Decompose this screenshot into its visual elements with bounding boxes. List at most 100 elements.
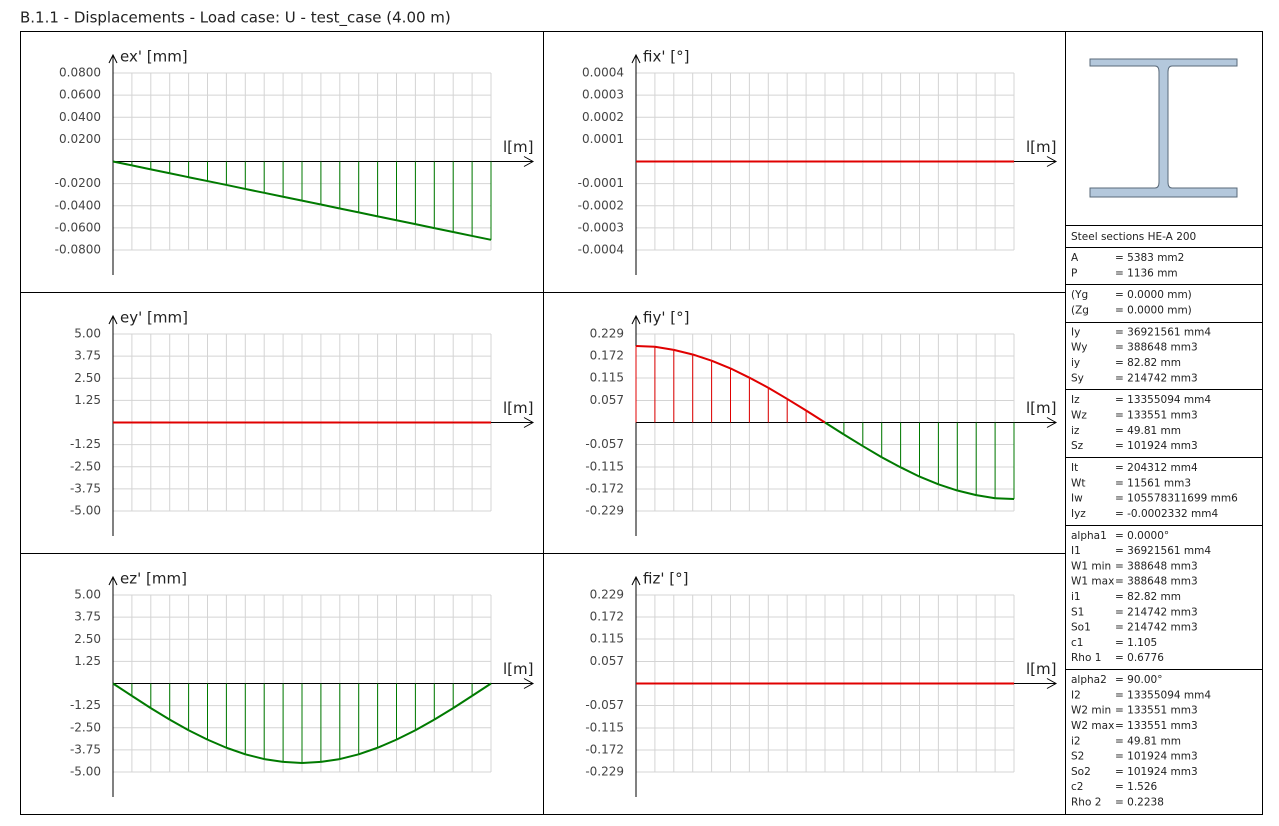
- property-value: = 11561 mm3: [1115, 477, 1191, 489]
- y-tick-label: -0.0200: [55, 176, 101, 190]
- y-tick-label: 0.229: [590, 588, 624, 602]
- property-name: Sz: [1071, 440, 1084, 452]
- y-tick-label: 0.172: [590, 610, 624, 624]
- property-value: = 214742 mm3: [1115, 622, 1198, 634]
- y-tick-label: 2.50: [74, 371, 101, 385]
- line-segment: [358, 746, 378, 756]
- line-segment: [673, 348, 693, 356]
- y-axis-arrow: [108, 53, 118, 64]
- line-segment: [150, 168, 170, 175]
- line-segment: [881, 456, 902, 469]
- x-axis-label: l[m]: [503, 399, 533, 417]
- property-name: c1: [1071, 637, 1083, 649]
- y-tick-label: 0.0200: [59, 132, 101, 146]
- y-tick-label: 1.25: [74, 393, 101, 407]
- section-drawing: [1089, 58, 1238, 198]
- property-name: iy: [1071, 357, 1080, 369]
- y-tick-label: -0.0400: [55, 198, 101, 212]
- line-segment: [471, 234, 492, 241]
- property-name: A: [1071, 252, 1079, 264]
- line-segment: [471, 682, 492, 697]
- line-segment: [414, 718, 435, 732]
- property-name: (Yg: [1071, 289, 1088, 301]
- y-axis-arrow: [631, 53, 641, 64]
- line-segment: [112, 682, 133, 697]
- property-value: = 13355094 mm4: [1115, 394, 1211, 406]
- line-segment: [452, 230, 473, 237]
- y-tick-label: 0.0003: [582, 88, 624, 102]
- y-tick-label: 5.00: [74, 327, 101, 341]
- y-tick-label: -2.50: [70, 459, 101, 473]
- y-axis-label: ex' [mm]: [120, 48, 188, 66]
- y-tick-label: 0.057: [590, 654, 624, 668]
- property-value: = 90.00°: [1115, 674, 1162, 686]
- line-segment: [207, 738, 227, 749]
- property-name: Iy: [1071, 326, 1080, 338]
- property-name: I2: [1071, 689, 1081, 701]
- line-segment: [377, 215, 397, 222]
- y-axis-label: fiy' [°]: [643, 309, 689, 327]
- y-axis-arrow: [631, 575, 641, 586]
- y-tick-label: 0.0004: [582, 66, 624, 80]
- property-name: Iw: [1071, 493, 1083, 505]
- line-segment: [396, 219, 416, 226]
- line-segment: [150, 707, 171, 721]
- y-tick-label: -0.0001: [578, 176, 624, 190]
- line-segment: [635, 344, 655, 348]
- line-segment: [654, 345, 674, 351]
- line-segment: [226, 183, 246, 190]
- property-name: Iyz: [1071, 508, 1086, 520]
- line-segment: [976, 494, 996, 500]
- property-value: = 214742 mm3: [1115, 606, 1198, 618]
- property-name: i1: [1071, 591, 1081, 603]
- y-tick-label: -0.057: [585, 698, 624, 712]
- y-tick-label: -3.75: [70, 742, 101, 756]
- y-tick-label: 3.75: [74, 610, 101, 624]
- line-segment: [938, 483, 958, 492]
- property-name: Sy: [1071, 372, 1084, 384]
- property-name: So2: [1071, 766, 1091, 778]
- y-tick-label: 0.057: [590, 393, 624, 407]
- property-value: = 105578311699 mm6: [1115, 493, 1238, 505]
- x-axis-arrow: [1046, 417, 1058, 428]
- line-segment: [282, 195, 303, 202]
- property-name: Rho 2: [1071, 797, 1101, 809]
- line-segment: [131, 164, 152, 171]
- property-name: Wy: [1071, 342, 1087, 354]
- line-segment: [264, 758, 284, 763]
- y-axis-label: fix' [°]: [643, 48, 689, 66]
- line-segment: [131, 695, 152, 709]
- property-value: = 5383 mm2: [1115, 252, 1184, 264]
- y-tick-label: -0.115: [585, 459, 624, 473]
- y-axis-arrow: [108, 314, 118, 325]
- property-value: = 133551 mm3: [1115, 720, 1198, 732]
- property-name: Wz: [1071, 410, 1087, 422]
- property-name: Rho 1: [1071, 652, 1101, 664]
- line-segment: [339, 207, 359, 214]
- y-tick-label: 0.0002: [582, 110, 624, 124]
- property-value: = 1.105: [1115, 637, 1157, 649]
- y-tick-label: 0.172: [590, 349, 624, 363]
- line-segment: [452, 695, 473, 709]
- y-tick-label: -0.0002: [578, 198, 624, 212]
- line-segment: [415, 223, 435, 230]
- line-segment: [226, 746, 246, 756]
- property-name: i2: [1071, 735, 1081, 747]
- line-segment: [805, 409, 826, 424]
- property-name: W1 max: [1071, 576, 1114, 588]
- y-tick-label: -0.172: [585, 481, 624, 495]
- y-tick-label: 0.115: [590, 632, 624, 646]
- x-axis-arrow: [523, 678, 535, 689]
- property-value: = 82.82 mm: [1115, 591, 1181, 603]
- line-segment: [320, 758, 340, 763]
- line-segment: [112, 160, 133, 167]
- property-name: W2 min: [1071, 705, 1111, 717]
- x-axis-label: l[m]: [503, 660, 533, 678]
- line-segment: [245, 187, 265, 194]
- x-axis-label: l[m]: [503, 138, 533, 156]
- y-tick-label: -0.0004: [578, 243, 624, 257]
- property-value: = 133551 mm3: [1115, 410, 1198, 422]
- line-segment: [862, 445, 883, 459]
- property-value: = 1.526: [1115, 781, 1158, 793]
- property-name: Iz: [1071, 394, 1080, 406]
